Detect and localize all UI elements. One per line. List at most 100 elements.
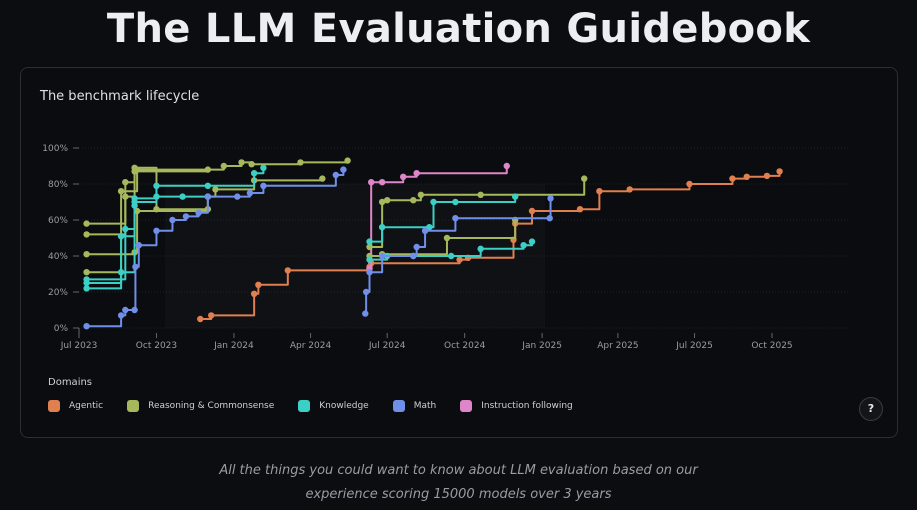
legend-label: Reasoning & Commonsense	[148, 401, 275, 411]
data-point	[547, 195, 554, 202]
data-point	[528, 238, 536, 245]
y-tick-label: 0%	[54, 324, 69, 334]
data-point	[367, 179, 375, 186]
data-point	[410, 197, 417, 204]
x-tick-label: Oct 2025	[751, 341, 792, 351]
legend-swatch	[48, 400, 60, 412]
subtitle-line-1: All the things you could want to know ab…	[219, 463, 698, 478]
subtitle-line-2: experience scoring 15000 models over 3 y…	[305, 487, 612, 502]
data-point	[131, 202, 138, 209]
data-point	[581, 175, 588, 182]
x-tick-label: Oct 2024	[444, 341, 486, 351]
data-point	[153, 206, 160, 213]
data-point	[520, 242, 527, 249]
y-tick-label: 80%	[48, 180, 68, 190]
chart-card: The benchmark lifecycle Domains Agentic …	[20, 67, 898, 438]
data-point	[378, 198, 386, 206]
data-point	[122, 225, 129, 233]
legend-item-knowledge[interactable]: Knowledge	[298, 400, 369, 412]
data-point	[83, 220, 90, 227]
data-point	[366, 243, 373, 251]
x-tick-label: Oct 2023	[136, 341, 177, 351]
data-point	[362, 288, 370, 296]
data-point	[344, 157, 351, 164]
data-point	[297, 159, 304, 166]
x-tick-label: Apr 2024	[290, 341, 332, 351]
data-point	[626, 186, 633, 193]
data-point	[763, 172, 771, 180]
data-point	[319, 175, 326, 182]
data-point	[447, 252, 455, 260]
data-point	[234, 193, 241, 200]
x-tick-label: Jan 2024	[213, 341, 254, 351]
y-tick-label: 100%	[42, 144, 68, 154]
data-point	[204, 193, 212, 200]
data-point	[576, 206, 584, 213]
data-point	[238, 159, 245, 166]
legend-title: Domains	[48, 377, 93, 388]
data-point	[83, 231, 90, 238]
legend-item-instruction-following[interactable]: Instruction following	[460, 400, 573, 412]
data-point	[477, 191, 484, 198]
data-point	[332, 171, 340, 179]
data-point	[260, 164, 267, 171]
data-point	[132, 263, 139, 270]
data-point	[410, 252, 417, 260]
data-point	[413, 170, 420, 177]
data-point	[83, 279, 90, 287]
data-point	[204, 182, 212, 189]
data-point	[430, 198, 437, 206]
y-tick-label: 40%	[48, 252, 68, 262]
data-point	[546, 215, 553, 222]
data-point	[117, 188, 125, 195]
data-point	[686, 180, 693, 188]
data-point	[503, 162, 510, 170]
x-tick-label: Jan 2025	[521, 341, 562, 351]
data-point	[179, 193, 186, 200]
data-point	[122, 306, 129, 314]
x-tick-label: Jul 2023	[60, 341, 98, 351]
data-point	[413, 243, 420, 251]
help-button[interactable]: ?	[859, 397, 883, 421]
data-point	[153, 227, 160, 234]
data-point	[220, 162, 228, 170]
data-point	[131, 306, 138, 314]
data-point	[340, 166, 347, 173]
legend-item-agentic[interactable]: Agentic	[48, 400, 103, 412]
x-tick-label: Jul 2025	[675, 341, 713, 351]
data-point	[366, 256, 373, 263]
legend-label: Knowledge	[319, 401, 369, 411]
y-tick-label: 20%	[48, 288, 68, 298]
data-point	[248, 161, 255, 168]
data-point	[195, 209, 202, 216]
data-point	[452, 215, 459, 222]
data-point	[776, 168, 783, 175]
data-point	[182, 213, 190, 220]
data-point	[456, 256, 463, 263]
data-point	[528, 207, 536, 215]
data-point	[212, 186, 219, 193]
data-point	[743, 173, 750, 180]
data-point	[246, 189, 254, 197]
data-point	[117, 312, 125, 319]
series-line	[369, 196, 517, 243]
data-point	[729, 175, 736, 182]
legend-label: Agentic	[69, 401, 104, 411]
data-point	[153, 182, 160, 189]
data-point	[197, 315, 204, 323]
data-point	[378, 179, 386, 186]
legend-item-math[interactable]: Math	[392, 400, 436, 412]
page-title: The LLM Evaluation Guidebook	[106, 6, 811, 52]
x-tick-label: Apr 2025	[597, 341, 638, 351]
data-point	[366, 238, 373, 245]
chart-title: The benchmark lifecycle	[40, 89, 200, 104]
data-point	[204, 166, 212, 173]
data-point	[83, 269, 90, 276]
data-point	[596, 188, 603, 195]
legend-swatch	[392, 400, 405, 412]
data-point	[83, 285, 90, 292]
data-point	[421, 227, 429, 234]
legend-item-reasoning[interactable]: Reasoning & Commonsense	[127, 400, 274, 412]
background-texture	[165, 184, 545, 328]
